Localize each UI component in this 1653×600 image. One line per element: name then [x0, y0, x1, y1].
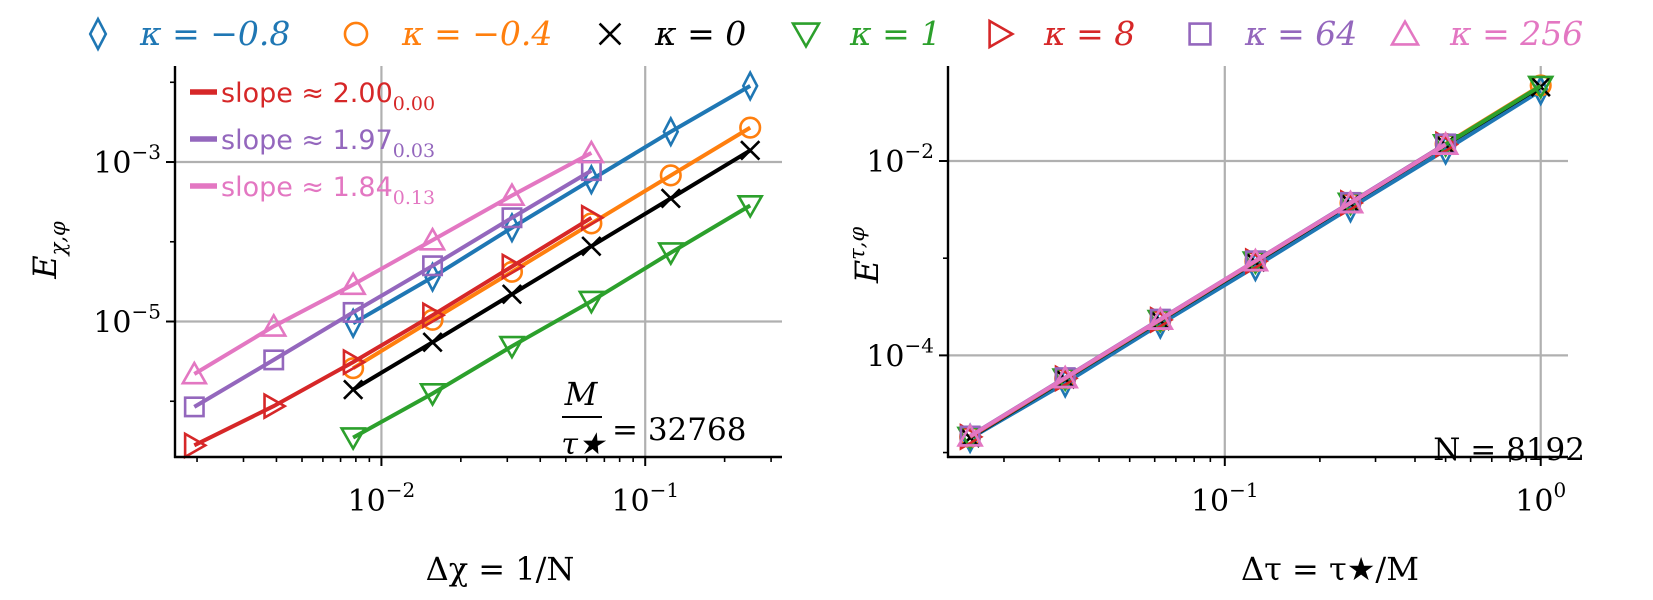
legend-label: κ = 256	[1449, 14, 1583, 53]
y-tick-label: 10−5	[93, 300, 161, 341]
x-tick-label: 100	[1515, 478, 1566, 519]
slope-legend-label: slope ≈ 2.000.00	[221, 78, 435, 115]
slope-legend-label: slope ≈ 1.840.13	[221, 172, 435, 209]
legend-marker	[90, 19, 106, 49]
series-line	[353, 128, 750, 369]
legend-marker	[990, 21, 1013, 47]
legend-item: κ = −0.4	[345, 14, 552, 53]
data-point	[423, 333, 441, 351]
left-x-axis-label: Δχ = 1/N	[426, 550, 575, 588]
legend-label: κ = −0.8	[139, 14, 290, 53]
annotation-value: = 32768	[612, 412, 746, 448]
left-annotation: M τ★ = 32768	[561, 375, 746, 462]
x-tick-label: 10−1	[611, 478, 679, 519]
legend-label: κ = 0	[654, 14, 746, 53]
slope-legend-item: slope ≈ 1.970.03	[190, 125, 435, 162]
legend-item: κ = 256	[1392, 14, 1583, 53]
data-point	[344, 380, 362, 398]
right-series	[959, 76, 1553, 452]
legend-item: κ = −0.8	[90, 14, 290, 53]
legend-item: κ = 8	[990, 14, 1136, 53]
series-line	[970, 145, 1446, 437]
y-tick-label: 10−2	[866, 139, 934, 180]
slope-legend-label: slope ≈ 1.970.03	[221, 125, 435, 162]
legend-marker	[345, 23, 367, 45]
legend-label: κ = 64	[1244, 14, 1357, 53]
legend-marker	[793, 24, 819, 47]
right-panel: 10−1 100 10−4 10−2 N = 8192 Δτ = τ★/M Eτ,φ	[845, 66, 1585, 588]
series-line	[194, 218, 591, 445]
left-y-axis-label: Eχ,φ	[26, 221, 70, 280]
legend-marker	[600, 24, 621, 45]
data-point	[503, 285, 521, 303]
figure-legend: κ = −0.8 κ = −0.4 κ = 0 κ = 1 κ = 8 κ = 64 κ =…	[90, 14, 1583, 53]
slope-legend-item: slope ≈ 2.000.00	[190, 78, 435, 115]
annotation-numerator: M	[564, 375, 599, 413]
data-point	[662, 189, 680, 207]
data-point	[582, 237, 600, 255]
x-tick-label: 10−2	[348, 478, 416, 519]
legend-item: κ = 0	[600, 14, 747, 53]
series--256	[959, 134, 1458, 446]
x-tick-label: 10−1	[1191, 478, 1259, 519]
annotation-denominator: τ★	[561, 427, 607, 462]
right-x-axis-label: Δτ = τ★/M	[1241, 550, 1419, 588]
series--0	[344, 141, 759, 399]
right-y-axis-label: Eτ,φ	[845, 227, 886, 285]
legend-item: κ = 64	[1190, 14, 1358, 53]
data-point	[741, 141, 759, 159]
y-tick-label: 10−4	[866, 333, 934, 374]
legend-marker	[1190, 24, 1211, 45]
legend-label: κ = 1	[849, 14, 941, 53]
legend-label: κ = 8	[1043, 14, 1135, 53]
slope-legend: slope ≈ 2.000.00 slope ≈ 1.970.03 slope ≈ …	[190, 78, 435, 209]
right-annotation: N = 8192	[1433, 432, 1585, 468]
legend-item: κ = 1	[793, 14, 941, 53]
slope-legend-item: slope ≈ 1.840.13	[190, 172, 435, 209]
y-tick-label: 10−3	[93, 140, 161, 181]
legend-marker	[1392, 22, 1418, 45]
legend-label: κ = −0.4	[401, 14, 552, 53]
